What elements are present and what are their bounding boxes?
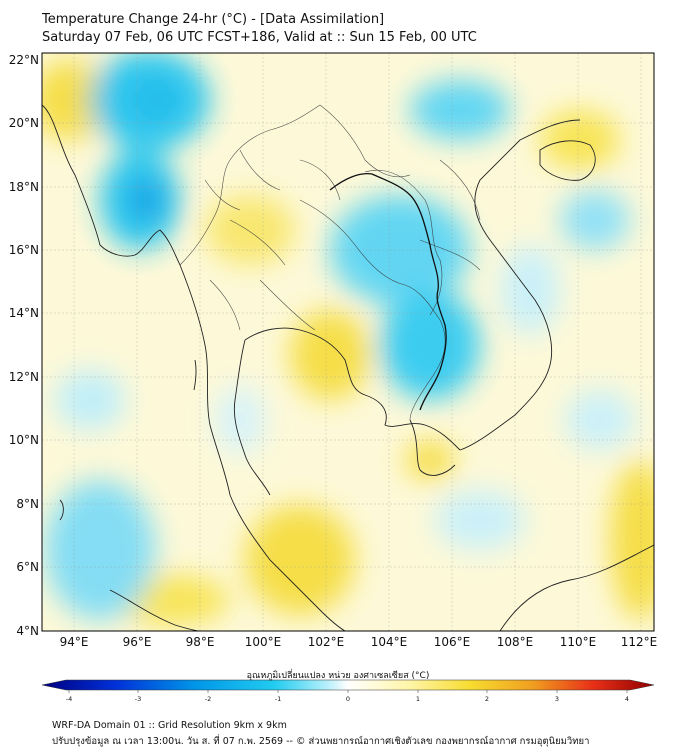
lon-label: 108°E — [497, 635, 534, 649]
colorbar-tick-label: -1 — [275, 695, 281, 703]
lon-label: 94°E — [60, 635, 89, 649]
plot-frame — [41, 52, 655, 632]
lat-label: 6°N — [16, 560, 39, 574]
lat-label: 4°N — [16, 624, 39, 638]
lon-label: 100°E — [245, 635, 282, 649]
lat-label: 12°N — [9, 370, 39, 384]
lon-label: 112°E — [621, 635, 658, 649]
map-title: Temperature Change 24-hr (°C) - [Data As… — [42, 12, 385, 27]
lon-label: 106°E — [434, 635, 471, 649]
borders — [179, 104, 481, 421]
colorbar-tick-label: 3 — [555, 695, 559, 703]
colorbar-tick-label: 0 — [346, 695, 350, 703]
lon-labels: 94°E 96°E 98°E 100°E 102°E 104°E 106°E 1… — [60, 635, 658, 649]
colorbar-tick-label: -4 — [66, 695, 72, 703]
lat-label: 22°N — [9, 53, 39, 67]
lat-label: 8°N — [16, 497, 39, 511]
lon-label: 96°E — [123, 635, 152, 649]
mekong-border — [329, 172, 447, 411]
footer-model-info: WRF-DA Domain 01 :: Grid Resolution 9km … — [52, 720, 287, 731]
lat-label: 20°N — [9, 116, 39, 130]
map-subtitle: Saturday 07 Feb, 06 UTC FCST+186, Valid … — [42, 30, 477, 45]
colorbar: -4 -3 -2 -1 0 1 2 3 4 — [41, 679, 655, 703]
lat-label: 16°N — [9, 243, 39, 257]
colorbar-ticks — [68, 690, 628, 693]
lon-label: 98°E — [186, 635, 215, 649]
colorbar-tick-label: 2 — [485, 695, 489, 703]
colorbar-bar — [41, 679, 655, 691]
colorbar-tick-label: 1 — [416, 695, 420, 703]
lat-labels: 22°N 20°N 18°N 16°N 14°N 12°N 10°N 8°N 6… — [9, 53, 39, 638]
colorbar-tick-label: 4 — [625, 695, 629, 703]
footer-credit: ปรับปรุงข้อมูล ณ เวลา 13:00น. วัน ส. ที่… — [52, 736, 590, 747]
lon-label: 102°E — [308, 635, 345, 649]
lat-label: 14°N — [9, 306, 39, 320]
lat-label: 18°N — [9, 180, 39, 194]
colorbar-title: อุณหภูมิเปลี่ยนแปลง หน่วย องศาเซลเซียส (… — [246, 671, 430, 681]
graticule — [42, 53, 654, 631]
colorbar-tick-label: -3 — [135, 695, 141, 703]
temperature-field — [42, 53, 654, 631]
coastlines — [42, 104, 654, 631]
lat-label: 10°N — [9, 433, 39, 447]
lon-label: 104°E — [371, 635, 408, 649]
colorbar-tick-label: -2 — [205, 695, 211, 703]
lon-label: 110°E — [560, 635, 597, 649]
